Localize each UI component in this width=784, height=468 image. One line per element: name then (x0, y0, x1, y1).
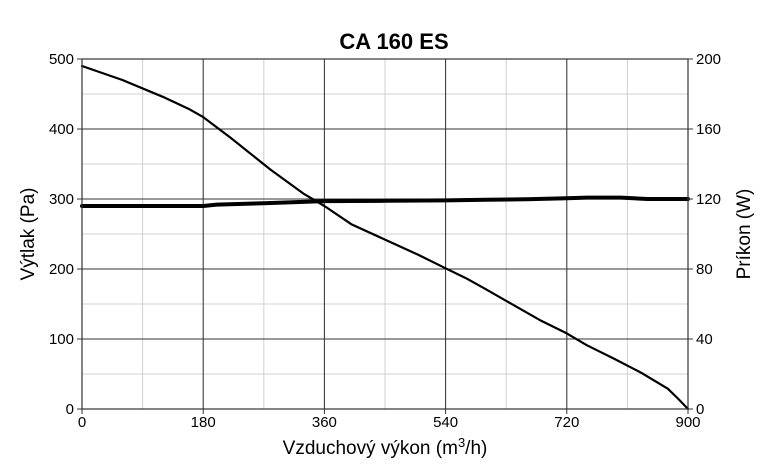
x-axis-label-end: /h) (465, 438, 487, 459)
y-right-tick-label: 160 (696, 121, 721, 138)
y-right-tick-label: 80 (696, 261, 713, 278)
y-right-tick-label: 200 (696, 51, 721, 68)
y-left-tick-label: 200 (49, 261, 74, 278)
y-left-tick-label: 0 (66, 401, 74, 418)
y-left-tick-label: 400 (49, 121, 74, 138)
x-tick-label: 180 (191, 414, 216, 431)
y-left-tick-label: 100 (49, 331, 74, 348)
y-left-tick-label: 500 (49, 51, 74, 68)
y-left-tick-label: 300 (49, 191, 74, 208)
chart-title: CA 160 ES (339, 29, 448, 54)
x-tick-label: 360 (312, 414, 337, 431)
power-curve-line (80, 195, 690, 208)
x-axis-label-main: Vzduchový výkon (m (283, 438, 458, 459)
tick-layer: 0 180 360 540 720 900010020030040050004080120… (49, 51, 721, 431)
x-tick-label: 900 (675, 414, 700, 431)
plot-frame (81, 58, 689, 410)
major-grid (82, 59, 688, 409)
x-axis-label-sup: 3 (458, 435, 465, 450)
x-tick-label: 720 (554, 414, 579, 431)
series-layer (80, 64, 690, 411)
x-tick-label: 540 (433, 414, 458, 431)
y-right-tick-label: 120 (696, 191, 721, 208)
x-tick-label: 0 (78, 414, 86, 431)
y-left-axis-label: Výtlak (Pa) (18, 188, 39, 281)
x-axis-label: Vzduchový výkon (m3/h) (283, 435, 488, 459)
y-right-tick-label: 40 (696, 331, 713, 348)
pressure-curve-line (80, 64, 690, 411)
y-right-axis-label: Príkon (W) (734, 189, 755, 280)
y-right-tick-label: 0 (696, 401, 704, 418)
